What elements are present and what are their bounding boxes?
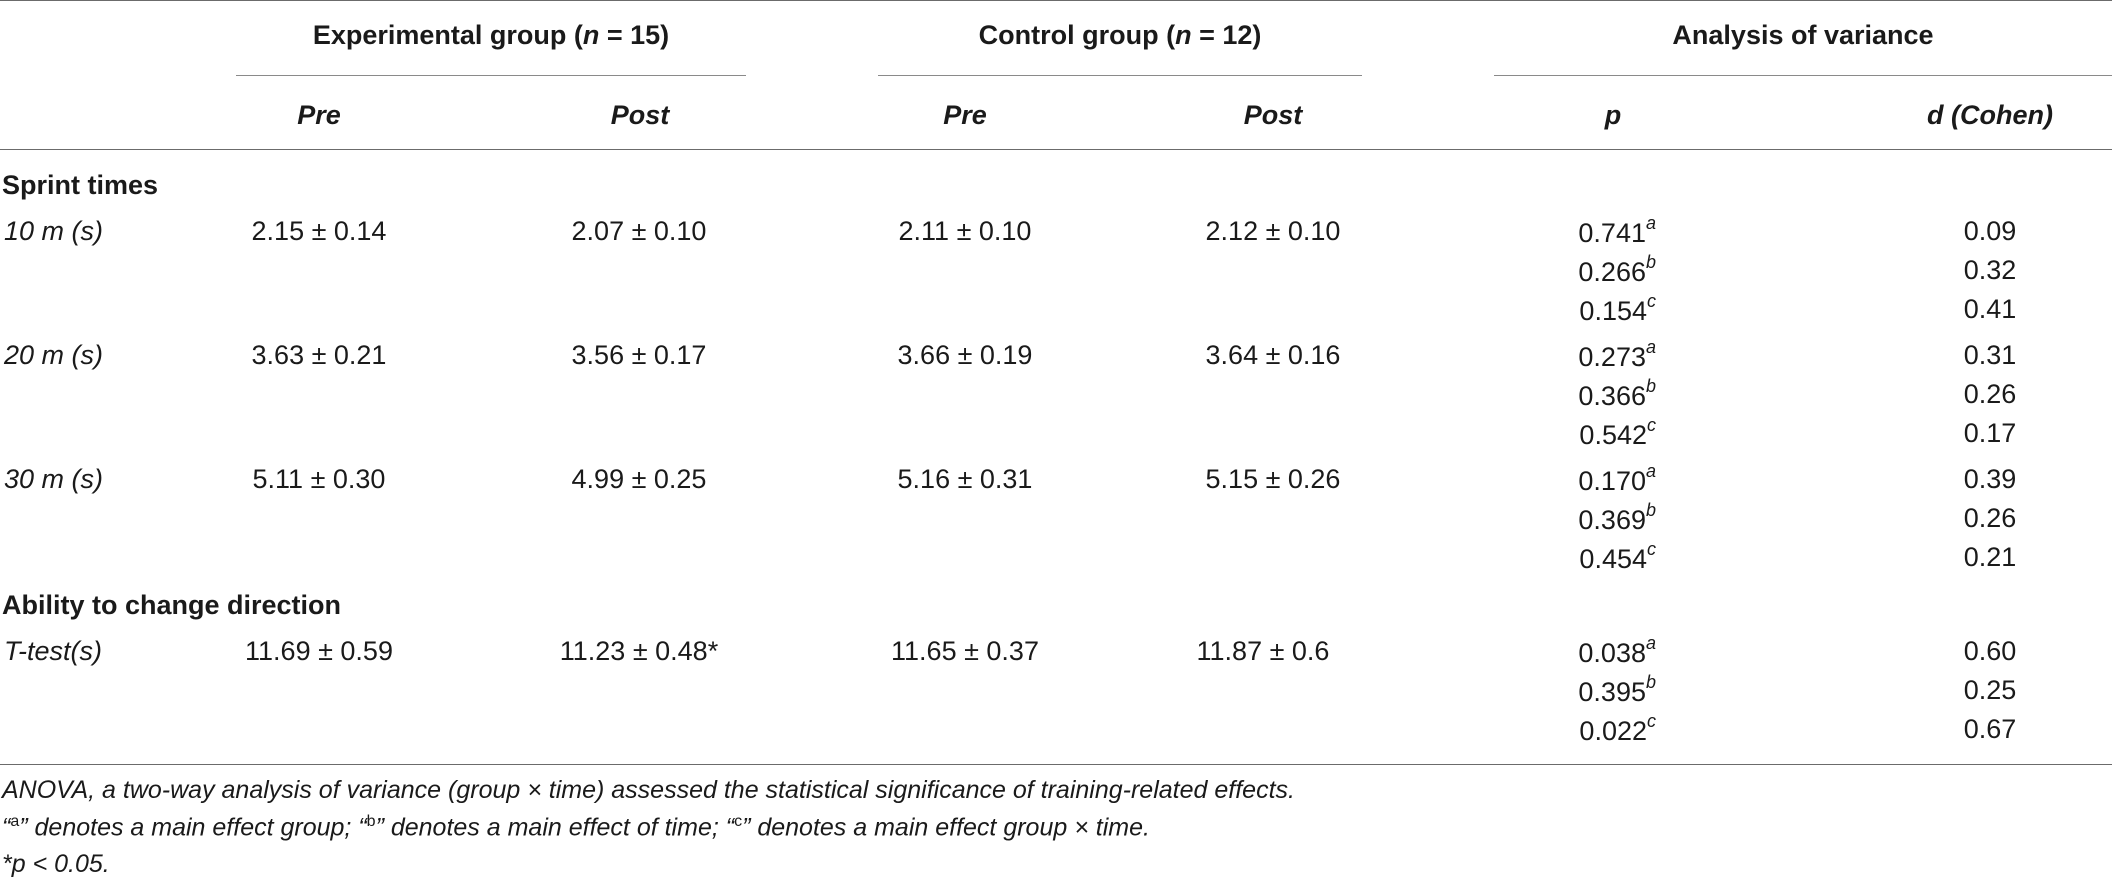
d-value: 0.21: [1963, 542, 2017, 572]
anova-rule: [1494, 75, 2112, 76]
subheader-ctl-post: Post: [1243, 100, 1303, 130]
exp-post-value: 3.56 ± 0.17: [571, 340, 707, 370]
p-value-b: 0.266b: [1578, 252, 1656, 287]
ctl-pre-value: 5.16 ± 0.31: [897, 464, 1033, 494]
exp-pre-value: 3.63 ± 0.21: [251, 340, 387, 370]
table-bottom-rule: [0, 764, 2112, 765]
ctl-pre-value: 2.11 ± 0.10: [898, 216, 1032, 246]
footnote-anova: ANOVA, a two-way analysis of variance (g…: [2, 776, 1295, 804]
section-title-ability-to-change-direction: Ability to change direction: [2, 590, 342, 620]
p-value-a: 0.170a: [1578, 461, 1656, 496]
control-group-rule: [878, 75, 1362, 76]
ctl-post-value: 5.15 ± 0.26: [1205, 464, 1341, 494]
p-value-c: 0.154c: [1579, 291, 1656, 326]
exp-post-value: 11.23 ± 0.48*: [559, 636, 719, 666]
d-value: 0.17: [1963, 418, 2017, 448]
d-value: 0.32: [1963, 255, 2017, 285]
p-value-a: 0.273a: [1578, 337, 1656, 372]
footnote-superscripts: “a” denotes a main effect group; “b” den…: [2, 813, 1150, 842]
exp-pre-value: 11.69 ± 0.59: [245, 636, 393, 666]
subheader-d-cohen: d (Cohen): [1927, 100, 2053, 130]
header-control-group: Control group (n = 12): [978, 20, 1262, 50]
p-value-b: 0.395b: [1578, 672, 1656, 707]
row-label: T-test(s): [4, 636, 103, 666]
row-label: 30 m (s): [4, 464, 104, 494]
p-value-c: 0.454c: [1579, 539, 1656, 574]
p-value-a: 0.741a: [1578, 213, 1656, 248]
d-value: 0.26: [1963, 503, 2017, 533]
subheader-p: p: [1604, 100, 1622, 130]
header-experimental-group: Experimental group (n = 15): [312, 20, 670, 50]
header-bottom-rule: [0, 149, 2112, 150]
p-value-b: 0.369b: [1578, 500, 1656, 535]
p-value-c: 0.542c: [1579, 415, 1656, 450]
row-label: 20 m (s): [4, 340, 104, 370]
d-value: 0.39: [1963, 464, 2017, 494]
d-value: 0.25: [1963, 675, 2017, 705]
subheader-exp-post: Post: [610, 100, 670, 130]
d-value: 0.31: [1963, 340, 2017, 370]
p-value-b: 0.366b: [1578, 376, 1656, 411]
top-rule: [0, 0, 2112, 1]
p-value-c: 0.022c: [1579, 711, 1656, 746]
ctl-post-value: 3.64 ± 0.16: [1205, 340, 1341, 370]
experimental-group-rule: [236, 75, 746, 76]
header-analysis-of-variance: Analysis of variance: [1672, 20, 1934, 50]
row-label: 10 m (s): [4, 216, 104, 246]
ctl-pre-value: 11.65 ± 0.37: [891, 636, 1039, 666]
ctl-pre-value: 3.66 ± 0.19: [897, 340, 1033, 370]
section-title-sprint-times: Sprint times: [2, 170, 159, 200]
subheader-exp-pre: Pre: [297, 100, 341, 130]
footnote-significance: *p < 0.05.: [2, 850, 110, 878]
exp-post-value: 4.99 ± 0.25: [571, 464, 707, 494]
ctl-post-value: 2.12 ± 0.10: [1205, 216, 1341, 246]
exp-pre-value: 2.15 ± 0.14: [251, 216, 387, 246]
ctl-post-value: 11.87 ± 0.6: [1196, 636, 1330, 666]
d-value: 0.09: [1963, 216, 2017, 246]
exp-post-value: 2.07 ± 0.10: [571, 216, 707, 246]
exp-pre-value: 5.11 ± 0.30: [252, 464, 386, 494]
d-value: 0.67: [1963, 714, 2017, 744]
d-value: 0.60: [1963, 636, 2017, 666]
p-value-a: 0.038a: [1578, 633, 1656, 668]
d-value: 0.26: [1963, 379, 2017, 409]
subheader-ctl-pre: Pre: [943, 100, 987, 130]
d-value: 0.41: [1963, 294, 2017, 324]
